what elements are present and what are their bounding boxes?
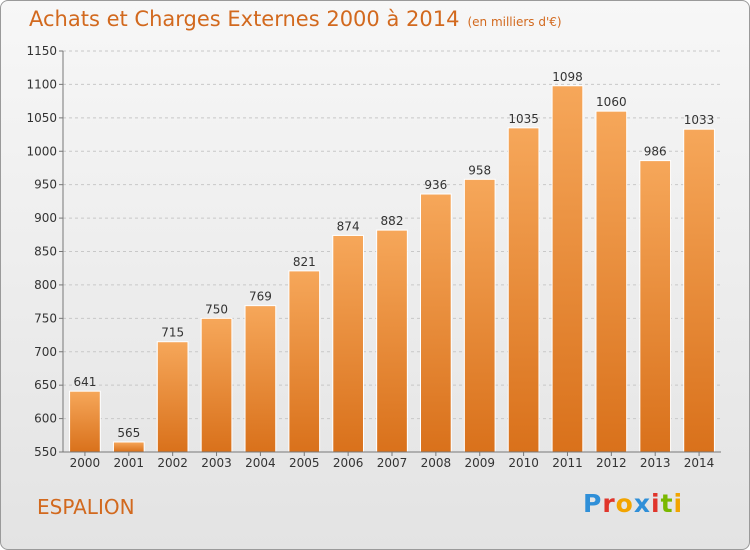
bar-2013 — [639, 160, 672, 453]
y-tick-label: 950 — [34, 178, 57, 192]
logo-letter: o — [615, 489, 634, 518]
y-tick-label: 900 — [34, 211, 57, 225]
logo-letter: P — [583, 489, 603, 518]
x-tick-label-2003: 2003 — [201, 456, 232, 470]
x-tick-label-2006: 2006 — [333, 456, 364, 470]
bar-2012 — [595, 110, 628, 453]
x-tick-label-2002: 2002 — [157, 456, 188, 470]
bar-2003 — [200, 317, 233, 453]
x-tick-label-2014: 2014 — [684, 456, 715, 470]
value-label-2006: 874 — [337, 219, 360, 233]
chart-subtitle: (en milliers d'€) — [467, 15, 562, 29]
proxiti-logo: Proxiti — [583, 489, 683, 518]
bar-2005 — [288, 270, 321, 453]
x-tick-label-2012: 2012 — [596, 456, 627, 470]
value-label-2003: 750 — [205, 302, 228, 316]
bar-2000 — [69, 390, 101, 453]
bar-2008 — [420, 193, 452, 453]
x-tick-label-2000: 2000 — [70, 456, 101, 470]
logo-letter: x — [633, 489, 651, 518]
logo-letter: i — [673, 489, 684, 518]
value-label-2012: 1060 — [596, 95, 627, 109]
y-tick-label: 1000 — [26, 144, 57, 158]
bar-2014 — [683, 128, 715, 453]
value-label-2001: 565 — [117, 426, 140, 440]
y-tick-label: 600 — [34, 412, 57, 426]
bar-2006 — [332, 234, 364, 453]
value-label-2004: 769 — [249, 290, 272, 304]
value-label-2007: 882 — [381, 214, 404, 228]
x-tick-label-2005: 2005 — [289, 456, 320, 470]
bar-2011 — [551, 85, 584, 453]
value-label-2002: 715 — [161, 326, 184, 340]
x-tick-label-2011: 2011 — [552, 456, 583, 470]
chart-title: Achats et Charges Externes 2000 à 2014 (e… — [29, 7, 562, 31]
y-tick-label: 850 — [34, 245, 57, 259]
bar-2001 — [112, 441, 145, 453]
y-tick-label: 1150 — [26, 44, 57, 58]
bar-2007 — [376, 229, 408, 453]
y-tick-label: 800 — [34, 278, 57, 292]
logo-letter: i — [651, 489, 661, 518]
value-label-2014: 1033 — [684, 113, 715, 127]
bar-2002 — [156, 341, 189, 453]
value-label-2010: 1035 — [508, 112, 539, 126]
value-label-2005: 821 — [293, 255, 316, 269]
x-tick-label-2008: 2008 — [421, 456, 452, 470]
chart-title-text: Achats et Charges Externes 2000 à 2014 — [29, 7, 460, 31]
y-tick-label: 700 — [34, 345, 57, 359]
value-label-2000: 641 — [73, 375, 96, 389]
bar-2010 — [507, 127, 540, 453]
x-tick-label-2009: 2009 — [464, 456, 495, 470]
value-label-2008: 936 — [424, 178, 447, 192]
bar-2004 — [244, 305, 277, 453]
y-tick-label: 1050 — [26, 111, 57, 125]
value-label-2009: 958 — [468, 163, 491, 177]
value-label-2013: 986 — [644, 145, 667, 159]
x-tick-label-2004: 2004 — [245, 456, 276, 470]
x-tick-label-2010: 2010 — [508, 456, 539, 470]
commune-name: ESPALION — [37, 495, 135, 519]
y-tick-label: 1100 — [26, 77, 57, 91]
x-tick-label-2001: 2001 — [114, 456, 145, 470]
y-tick-label: 750 — [34, 311, 57, 325]
x-tick-label-2013: 2013 — [640, 456, 671, 470]
bar-2009 — [463, 178, 496, 453]
y-tick-label: 650 — [34, 378, 57, 392]
x-tick-label-2007: 2007 — [377, 456, 408, 470]
logo-letter: r — [602, 489, 616, 518]
value-label-2011: 1098 — [552, 70, 583, 84]
logo-letter: t — [660, 489, 674, 518]
y-tick-label: 550 — [34, 445, 57, 459]
